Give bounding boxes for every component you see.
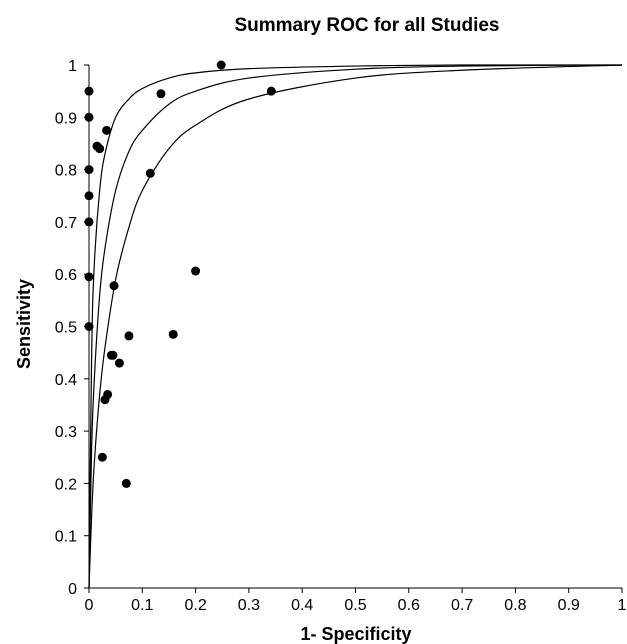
study-point <box>84 217 94 227</box>
x-axis-label: 1- Specificity <box>300 624 411 644</box>
y-tick-label: 0.1 <box>55 529 77 546</box>
y-tick-label: 0 <box>68 581 77 598</box>
study-point <box>84 165 94 175</box>
study-point <box>103 389 113 399</box>
sroc-curve-3 <box>88 64 623 589</box>
study-point <box>84 191 94 201</box>
study-points <box>84 60 276 488</box>
y-tick-label: 0.7 <box>55 215 77 232</box>
study-point <box>102 125 112 135</box>
x-tick-label: 0.7 <box>451 597 473 614</box>
summary-roc-curves <box>88 64 623 589</box>
study-point <box>84 86 94 96</box>
study-point <box>97 452 107 462</box>
tick-group: 0 0.1 0.2 0.3 0.4 0.5 0.6 0.7 0.8 0.9 1 0 0.1 0.2 0.3 0… <box>55 58 627 614</box>
study-point <box>191 266 201 276</box>
study-point <box>108 350 118 360</box>
x-tick-label: 0.3 <box>238 597 260 614</box>
y-tick-label: 0.6 <box>55 267 77 284</box>
y-tick-label: 0.5 <box>55 320 77 337</box>
y-tick-label: 0.4 <box>55 372 77 389</box>
y-tick-label: 0.8 <box>55 163 77 180</box>
sroc-curve-2 <box>88 64 623 589</box>
study-point <box>114 358 124 368</box>
x-tick-label: 0.6 <box>398 597 420 614</box>
study-point <box>145 168 155 178</box>
y-tick-label: 0.2 <box>55 476 77 493</box>
x-tick-label: 0.4 <box>291 597 313 614</box>
chart-title: Summary ROC for all Studies <box>234 15 499 36</box>
x-tick-label: 0.5 <box>344 597 366 614</box>
study-point <box>168 329 178 339</box>
study-point <box>121 478 131 488</box>
x-tick-label: 0.1 <box>131 597 153 614</box>
study-point <box>109 281 119 291</box>
y-axis-label: Sensitivity <box>14 279 34 369</box>
x-tick-label: 0.8 <box>504 597 526 614</box>
x-tick-label: 0.9 <box>558 597 580 614</box>
study-point <box>266 86 276 96</box>
x-tick-label: 0.2 <box>184 597 206 614</box>
x-tick-label: 0 <box>85 597 94 614</box>
study-point <box>124 331 134 341</box>
study-point <box>84 112 94 122</box>
sroc-curve-1 <box>88 64 623 589</box>
y-tick-label: 0.9 <box>55 110 77 127</box>
study-point <box>84 322 94 331</box>
y-tick-label: 0.3 <box>55 424 77 441</box>
study-point <box>156 89 166 99</box>
study-point <box>216 60 226 70</box>
study-point <box>95 144 105 154</box>
y-tick-label: 1 <box>68 58 77 75</box>
x-tick-label: 1 <box>618 597 627 614</box>
study-point <box>84 272 94 282</box>
